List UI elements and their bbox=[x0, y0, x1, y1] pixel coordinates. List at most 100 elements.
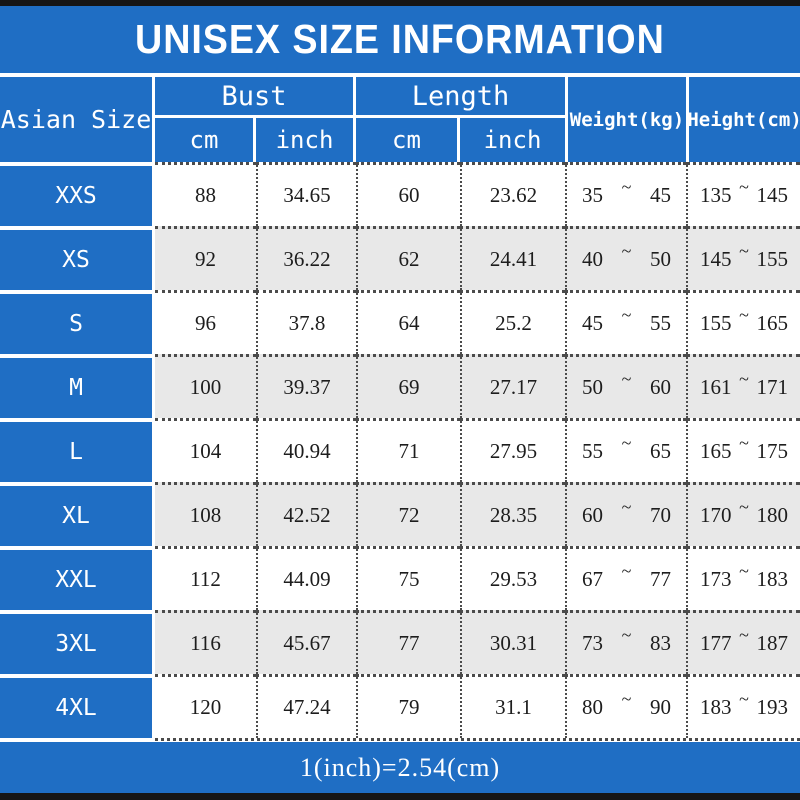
tilde-glyph: ~ bbox=[739, 177, 749, 197]
weight-range: 40 ~50 bbox=[565, 226, 686, 290]
length-cm-value: 72 bbox=[356, 482, 460, 546]
weight-high: 83 bbox=[650, 631, 671, 655]
weight-high: 65 bbox=[650, 439, 671, 463]
length-cm-value: 71 bbox=[356, 418, 460, 482]
bust-inch-value: 44.09 bbox=[256, 546, 356, 610]
tilde-glyph: ~ bbox=[739, 369, 749, 389]
tilde-glyph: ~ bbox=[739, 497, 749, 517]
weight-low: 80 bbox=[582, 695, 603, 719]
length-inch-value: 27.17 bbox=[460, 354, 565, 418]
bust-inch-value: 45.67 bbox=[256, 610, 356, 674]
weight-high: 45 bbox=[650, 183, 671, 207]
bust-inch-value: 34.65 bbox=[256, 162, 356, 226]
weight-high: 55 bbox=[650, 311, 671, 335]
height-high: 165 bbox=[756, 311, 789, 335]
tilde-glyph: ~ bbox=[621, 433, 632, 453]
length-inch-value: 23.62 bbox=[460, 162, 565, 226]
bust-cm-value: 100 bbox=[155, 354, 256, 418]
length-cm-value: 75 bbox=[356, 546, 460, 610]
bust-cm-value: 88 bbox=[155, 162, 256, 226]
tilde-glyph: ~ bbox=[621, 241, 632, 261]
table-row-m: M 100 39.37 69 27.17 50 ~60 161 ~171 bbox=[0, 354, 800, 418]
height-range: 170 ~180 bbox=[686, 482, 800, 546]
size-label: S bbox=[0, 290, 155, 354]
weight-high: 90 bbox=[650, 695, 671, 719]
weight-low: 73 bbox=[582, 631, 603, 655]
bust-cm-value: 112 bbox=[155, 546, 256, 610]
table-row-3xl: 3XL 116 45.67 77 30.31 73 ~83 177 ~187 bbox=[0, 610, 800, 674]
header-height: Height(cm) bbox=[686, 77, 800, 162]
weight-low: 40 bbox=[582, 247, 603, 271]
header-length-cm: cm bbox=[356, 118, 460, 162]
bust-cm-value: 120 bbox=[155, 674, 256, 738]
table-row-l: L 104 40.94 71 27.95 55 ~65 165 ~175 bbox=[0, 418, 800, 482]
tilde-glyph: ~ bbox=[621, 561, 632, 581]
height-high: 180 bbox=[756, 503, 789, 527]
weight-range: 60 ~70 bbox=[565, 482, 686, 546]
tilde-glyph: ~ bbox=[739, 625, 749, 645]
bust-cm-value: 96 bbox=[155, 290, 256, 354]
table-row-xl: XL 108 42.52 72 28.35 60 ~70 170 ~180 bbox=[0, 482, 800, 546]
height-low: 183 bbox=[700, 695, 732, 719]
weight-low: 50 bbox=[582, 375, 603, 399]
bust-inch-value: 40.94 bbox=[256, 418, 356, 482]
height-high: 155 bbox=[756, 247, 789, 271]
weight-high: 60 bbox=[650, 375, 671, 399]
length-inch-value: 29.53 bbox=[460, 546, 565, 610]
table-body: XXS 88 34.65 60 23.62 35 ~45 135 ~145 XS 9… bbox=[0, 162, 800, 741]
height-range: 155 ~165 bbox=[686, 290, 800, 354]
weight-range: 45 ~55 bbox=[565, 290, 686, 354]
length-cm-value: 77 bbox=[356, 610, 460, 674]
size-label: XS bbox=[0, 226, 155, 290]
header-bust-cm: cm bbox=[155, 118, 256, 162]
height-range: 161 ~171 bbox=[686, 354, 800, 418]
bust-inch-value: 36.22 bbox=[256, 226, 356, 290]
tilde-glyph: ~ bbox=[621, 369, 632, 389]
length-inch-value: 24.41 bbox=[460, 226, 565, 290]
header-length-inch: inch bbox=[460, 118, 565, 162]
height-low: 135 bbox=[700, 183, 732, 207]
divider bbox=[0, 73, 800, 77]
weight-range: 55 ~65 bbox=[565, 418, 686, 482]
bust-inch-value: 47.24 bbox=[256, 674, 356, 738]
size-label: XXL bbox=[0, 546, 155, 610]
weight-high: 50 bbox=[650, 247, 671, 271]
weight-high: 77 bbox=[650, 567, 671, 591]
table-row-xxl: XXL 112 44.09 75 29.53 67 ~77 173 ~183 bbox=[0, 546, 800, 610]
tilde-glyph: ~ bbox=[739, 689, 749, 709]
page-title: UNISEX SIZE INFORMATION bbox=[135, 16, 665, 62]
dotted-bottom-line bbox=[155, 738, 800, 741]
weight-low: 60 bbox=[582, 503, 603, 527]
header-bust-inch: inch bbox=[256, 118, 356, 162]
height-range: 135 ~145 bbox=[686, 162, 800, 226]
height-high: 171 bbox=[756, 375, 789, 399]
bust-inch-value: 37.8 bbox=[256, 290, 356, 354]
height-high: 187 bbox=[756, 631, 789, 655]
header-weight: Weight(kg) bbox=[565, 77, 686, 162]
bust-cm-value: 108 bbox=[155, 482, 256, 546]
bust-cm-value: 104 bbox=[155, 418, 256, 482]
length-inch-value: 30.31 bbox=[460, 610, 565, 674]
bust-inch-value: 42.52 bbox=[256, 482, 356, 546]
height-high: 175 bbox=[756, 439, 789, 463]
tilde-glyph: ~ bbox=[739, 241, 749, 261]
tilde-glyph: ~ bbox=[621, 177, 632, 197]
table-row-xxs: XXS 88 34.65 60 23.62 35 ~45 135 ~145 bbox=[0, 162, 800, 226]
length-inch-value: 25.2 bbox=[460, 290, 565, 354]
weight-low: 55 bbox=[582, 439, 603, 463]
weight-range: 67 ~77 bbox=[565, 546, 686, 610]
tilde-glyph: ~ bbox=[739, 433, 749, 453]
header-bust: Bust bbox=[155, 77, 356, 118]
length-cm-value: 79 bbox=[356, 674, 460, 738]
height-low: 173 bbox=[700, 567, 732, 591]
length-cm-value: 69 bbox=[356, 354, 460, 418]
table-header: Asian Size Bust Length Weight(kg) Height… bbox=[0, 77, 800, 162]
weight-low: 35 bbox=[582, 183, 603, 207]
bust-inch-value: 39.37 bbox=[256, 354, 356, 418]
table-row-xs: XS 92 36.22 62 24.41 40 ~50 145 ~155 bbox=[0, 226, 800, 290]
height-high: 183 bbox=[756, 567, 789, 591]
height-low: 170 bbox=[700, 503, 732, 527]
length-cm-value: 60 bbox=[356, 162, 460, 226]
height-range: 173 ~183 bbox=[686, 546, 800, 610]
size-label: M bbox=[0, 354, 155, 418]
